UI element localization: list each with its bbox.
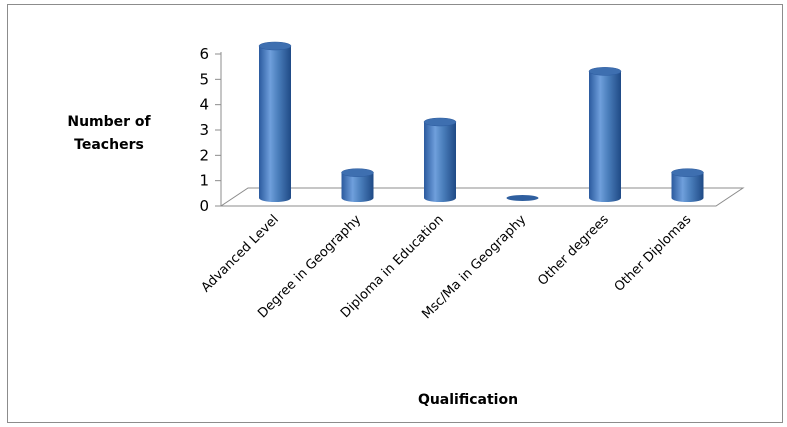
- y-tick-label: 2: [199, 146, 209, 164]
- bar-body: [589, 71, 621, 202]
- y-axis: 0 1 2 3 4 5 6: [199, 45, 221, 215]
- y-axis-title-line-1: Number of: [67, 114, 151, 130]
- y-tick-label: 0: [199, 197, 209, 215]
- bar: [671, 168, 704, 202]
- y-tick-label: 5: [199, 70, 209, 88]
- bar: [341, 168, 374, 202]
- bar-body: [671, 172, 704, 202]
- x-tick-label: Advanced Level: [199, 212, 282, 295]
- bar-body: [341, 172, 374, 202]
- bar-zero-disc: [506, 195, 539, 201]
- floor-plane: [219, 187, 745, 207]
- bar-top: [588, 67, 622, 76]
- bar: [506, 195, 539, 201]
- bar: [423, 117, 457, 202]
- y-tick-label: 4: [199, 96, 209, 114]
- bar-top: [341, 168, 374, 177]
- x-axis-title: Qualification: [418, 392, 518, 408]
- bar: [588, 67, 622, 202]
- x-tick-label: Other degrees: [535, 212, 612, 289]
- bar-top: [423, 117, 457, 127]
- chart-frame: 0 1 2 3 4 5 6 Advanced Level Degree in Geograph…: [7, 4, 783, 423]
- y-tick-label: 3: [199, 121, 209, 139]
- x-tick-label: Other Diplomas: [612, 212, 695, 295]
- bar-top: [671, 168, 704, 177]
- bar: [258, 41, 292, 202]
- y-tick-label: 1: [199, 172, 209, 190]
- bar-top: [258, 41, 292, 51]
- bar-body: [424, 122, 456, 202]
- y-tick-label: 6: [199, 45, 209, 63]
- bar-body: [259, 46, 291, 202]
- chart-floor: [219, 52, 745, 207]
- bars: [258, 41, 704, 202]
- y-axis-title-line-2: Teachers: [74, 137, 144, 153]
